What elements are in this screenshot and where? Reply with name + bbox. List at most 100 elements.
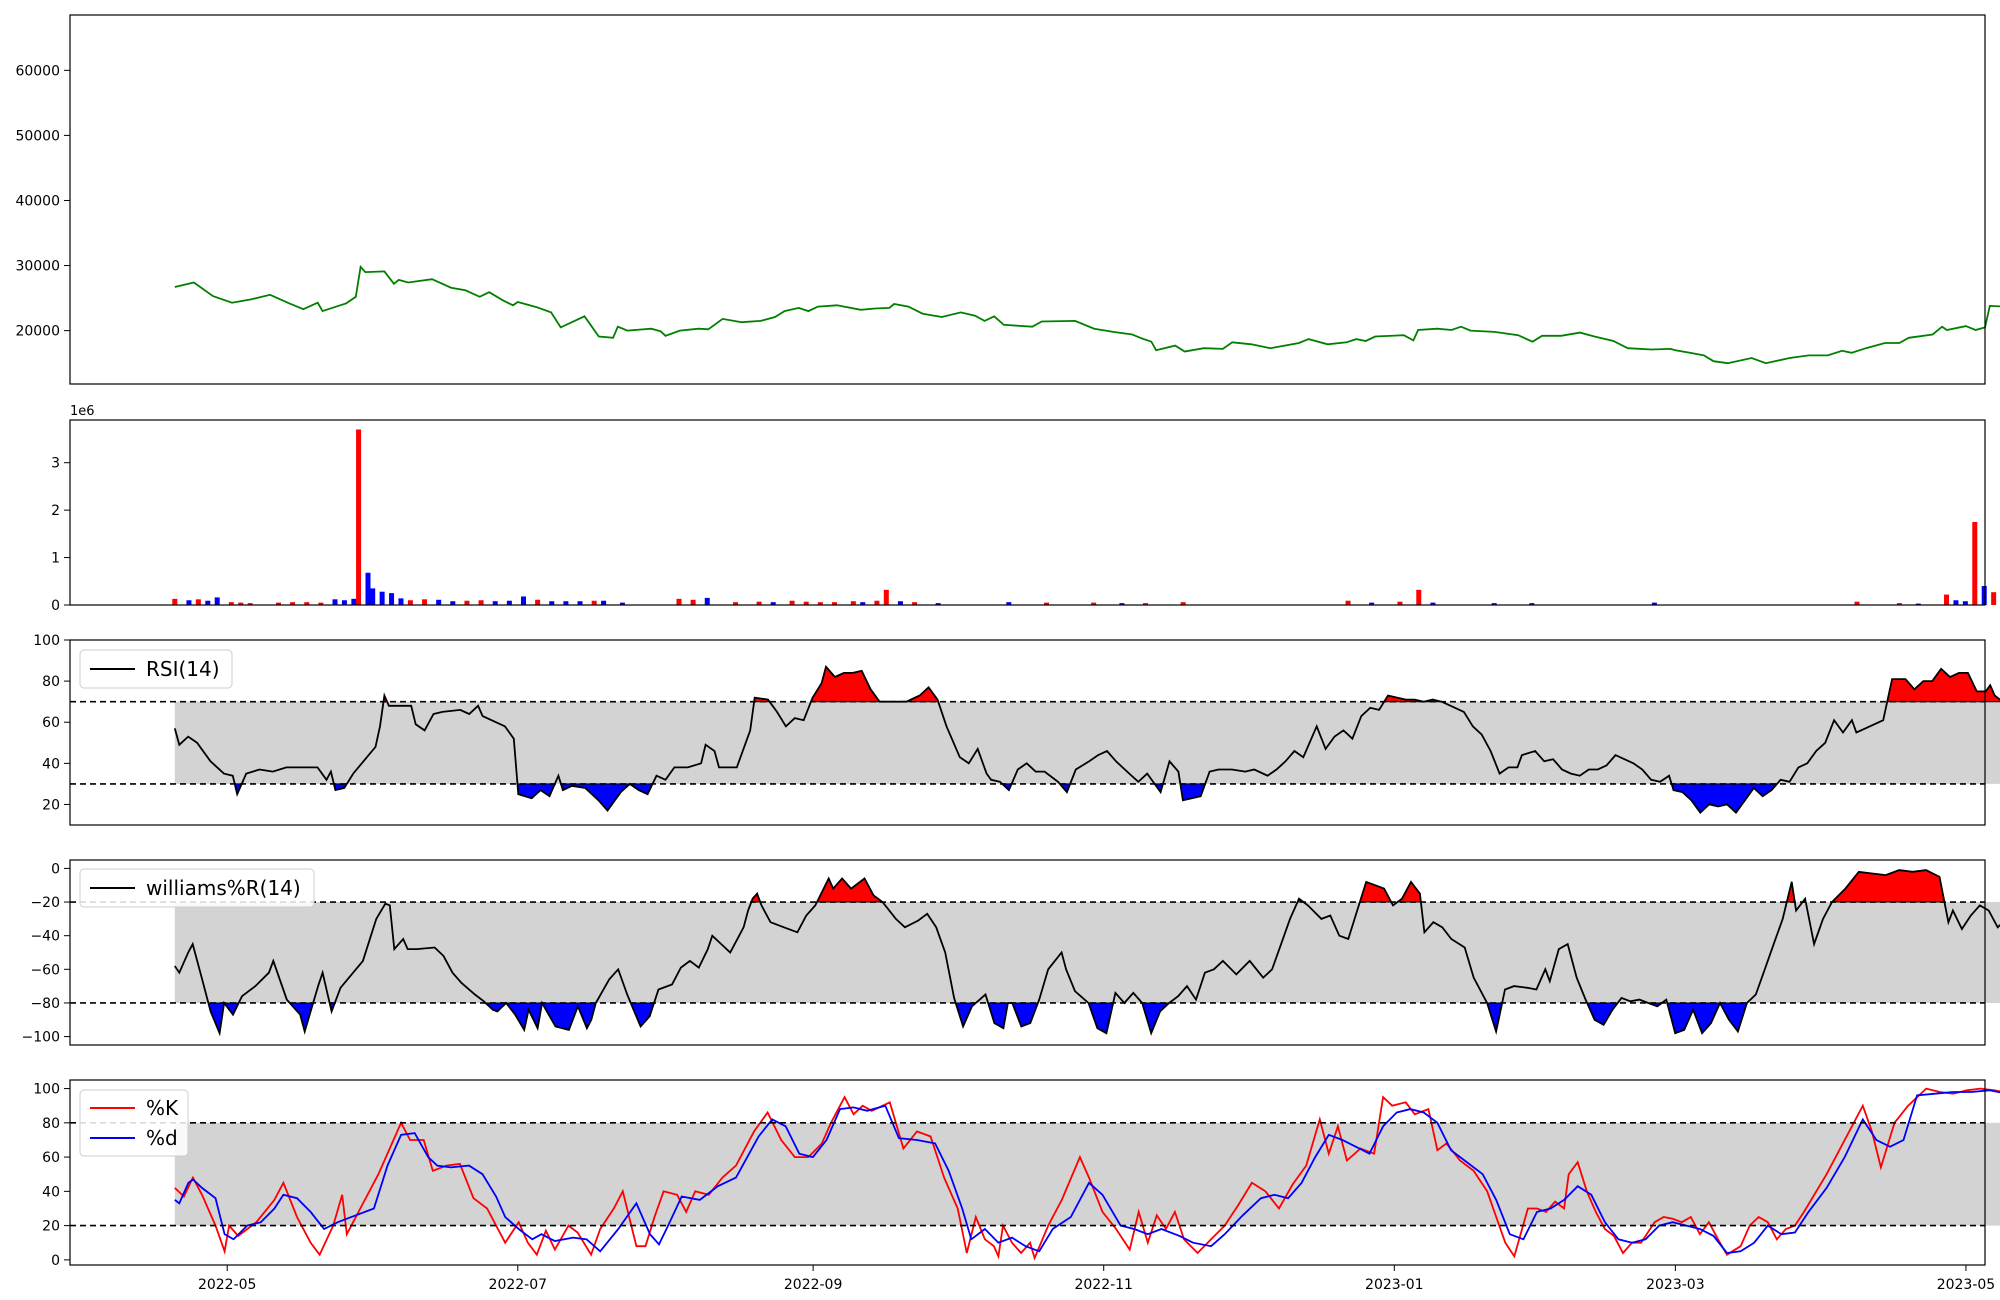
volume-axes-frame [69,419,1986,606]
volume-bar [935,603,941,605]
volume-bar [520,596,526,605]
volume-bar [1345,600,1351,605]
volume-bar [1006,602,1012,605]
volume-bar [1369,602,1375,605]
volume-bar [601,600,607,605]
volume-bar [422,599,428,605]
volume-bar [756,601,762,605]
volume-bar [1953,600,1959,605]
rsi-axes-frame [69,639,1986,826]
volume-bar [619,602,625,605]
x-tick-label: 2022-09 [784,1277,843,1293]
k-legend-label: %K [146,1096,179,1120]
williams-ytick-label: −60 [30,962,60,978]
williams-legend: williams%R(14) [79,868,315,908]
volume-bar [1854,601,1860,605]
volume-bar [860,602,866,605]
williams-legend-label: williams%R(14) [146,876,301,900]
volume-bar [186,600,192,605]
volume-bar [1972,521,1978,605]
volume-bar [398,598,404,605]
price-ytick-label: 60000 [15,63,60,79]
price-ytick-label: 40000 [15,193,60,209]
volume-bar [506,600,512,605]
stochastic-panel: 0 20 40 60 80 100 %K %d [33,1079,2000,1269]
volume-bar [577,601,583,605]
price-panel: 20000 30000 40000 50000 60000 [15,14,2000,385]
x-tick-label: 2023-01 [1365,1277,1424,1293]
volume-bar [1651,602,1657,605]
volume-ytick-label: 2 [51,503,60,519]
volume-bar [1491,603,1497,605]
date-x-axis: 2022-05 2022-07 2022-09 2022-11 2023-01 2023-… [198,1265,1995,1293]
volume-bar [1416,589,1422,605]
stochastic-ytick-label: 80 [42,1116,60,1132]
volume-bar [676,598,682,605]
volume-bar [356,429,362,605]
volume-bar [275,602,281,605]
x-tick-label: 2022-11 [1074,1277,1133,1293]
x-tick-label: 2023-03 [1646,1277,1705,1293]
volume-bar [365,572,371,605]
volume-bar [1119,603,1125,605]
rsi-ytick-label: 80 [42,674,60,690]
volume-bar [1180,602,1186,605]
volume-bar [704,597,710,605]
volume-bar [770,602,776,605]
rsi-legend: RSI(14) [79,649,233,689]
rsi-legend-label: RSI(14) [146,657,220,681]
williams-ytick-label: −40 [30,929,60,945]
volume-bar [733,602,739,605]
volume-bar [290,602,296,605]
volume-multiplier-label: 1e6 [70,404,95,419]
williams-neutral-band [174,902,2000,1003]
volume-bar [407,600,413,605]
volume-bar [1981,586,1987,605]
volume-bar [831,602,837,605]
volume-bar [436,599,442,605]
volume-bar [214,597,220,605]
volume-bar [1044,602,1050,605]
volume-bar [247,603,253,605]
stochastic-axes-frame [69,1079,1986,1266]
volume-ytick-label: 1 [51,551,60,567]
volume-bar [1896,603,1902,605]
rsi-ytick-label: 60 [42,715,60,731]
volume-bar [195,599,201,605]
williams-value-line [174,869,2000,1037]
volume-bar [563,601,569,605]
volume-bar [690,599,696,605]
x-tick-label: 2023-05 [1937,1277,1996,1293]
rsi-ytick-label: 20 [42,797,60,813]
volume-bar [1430,602,1436,605]
volume-bar [238,602,244,605]
volume-bar [389,593,395,605]
volume-bar [1397,601,1403,605]
volume-panel: 0 1 2 3 1e6 [51,404,1997,614]
volume-ytick-label: 3 [51,456,60,472]
volume-bar [1091,602,1097,605]
volume-bar [883,589,889,605]
volume-bar [318,602,324,605]
rsi-value-line [173,664,2000,815]
price-line [174,264,2000,365]
volume-bar [591,600,597,605]
stochastic-ytick-label: 0 [51,1253,60,1269]
price-ytick-label: 20000 [15,324,60,340]
volume-bar [549,601,555,605]
rsi-ytick-label: 40 [42,756,60,772]
d-legend-label: %d [146,1126,178,1150]
volume-bar [897,601,903,605]
volume-bar [370,588,376,605]
williams-ytick-label: −20 [30,895,60,911]
williams-legend-box [79,868,315,908]
volume-bar [379,591,385,605]
price-ytick-label: 50000 [15,128,60,144]
volume-bar [492,601,498,605]
stochastic-legend-box [79,1089,189,1157]
williams-ytick-label: −100 [22,1030,60,1046]
volume-bar [172,598,178,605]
rsi-ytick-label: 100 [33,633,60,649]
